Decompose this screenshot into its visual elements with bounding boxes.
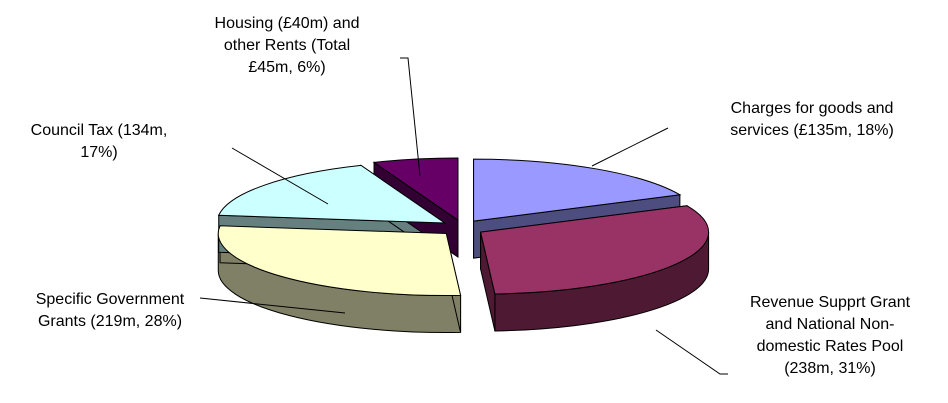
- leader-line-2: [199, 297, 346, 314]
- leader-lines: [199, 57, 728, 375]
- slice-label-0: Charges for goods and services (£135m, 18…: [730, 100, 894, 139]
- slice-label-line: 17%): [80, 144, 117, 161]
- slice-label-line: services (£135m, 18%): [730, 122, 894, 139]
- leader-line-0: [591, 127, 669, 167]
- leader-line-1: [655, 329, 728, 375]
- slice-label-line: Charges for goods and: [731, 100, 894, 117]
- slices-layer: [217, 157, 710, 334]
- pie-slice-3: [217, 164, 447, 224]
- slice-label-line: domestic Rates Pool: [757, 338, 904, 355]
- slice-labels: Charges for goods and services (£135m, 18…: [31, 15, 911, 377]
- leader-line-3: [231, 147, 329, 205]
- pie-slice-1: [479, 205, 710, 295]
- slice-label-line: £45m, 6%): [248, 59, 325, 76]
- leader-line-4: [400, 57, 421, 177]
- pie-slice-4: [372, 157, 459, 221]
- slice-label-line: (238m, 31%): [784, 360, 876, 377]
- slice-label-1: Revenue Supprt Grant and National Non-dom…: [750, 294, 911, 377]
- slice-label-2: Specific Government Grants (219m, 28%): [36, 291, 185, 330]
- pie-slice-0: [473, 158, 682, 222]
- slice-label-line: Housing (£40m) and: [215, 15, 360, 32]
- slice-label-line: and National Non-: [766, 316, 895, 333]
- slice-label-line: Council Tax (134m,: [31, 122, 168, 139]
- slice-label-3: Council Tax (134m, 17%): [31, 122, 168, 161]
- slice-label-line: Revenue Supprt Grant: [750, 294, 911, 311]
- slice-label-line: Specific Government: [36, 291, 185, 308]
- slice-label-line: other Rents (Total: [224, 37, 350, 54]
- slice-label-line: Grants (219m, 28%): [38, 313, 182, 330]
- slice-label-4: Housing (£40m) and other Rents (Total £45m…: [215, 15, 360, 76]
- pie-slice-2: [217, 225, 462, 297]
